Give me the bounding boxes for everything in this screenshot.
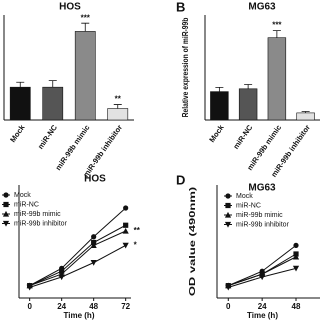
x-tick-label: 48 [292,302,301,311]
bar [296,112,315,121]
marker [292,253,300,260]
legend-label: miR-NC [14,201,39,208]
error-bar [81,22,90,32]
x-axis-label: Time (h) [247,311,278,320]
y-axis-label: Relative expression of miR-99b [181,18,190,118]
error-bar [16,81,25,88]
legend-marker [2,220,10,227]
legend-label: miR-NC [236,202,261,209]
panel-label: D [176,172,185,187]
marker [90,260,97,266]
series-line [29,230,126,287]
legend-label: Mock [14,192,31,199]
series-line [29,224,126,287]
x-tick-label: miR-99b mimic [54,123,92,172]
marker [90,242,97,248]
series-line [29,244,126,288]
significance: *** [81,13,91,22]
marker [225,284,232,291]
error-bar [272,30,281,38]
significance: * [134,240,138,249]
bar [42,86,64,121]
x-tick-label: miR-NC [36,123,59,151]
chart-title: MG63 [248,183,276,194]
chart-title: MG63 [248,2,276,13]
bar [107,108,129,121]
x-tick-label: 72 [121,302,130,311]
marker [26,284,33,291]
series-line [29,207,127,287]
marker [91,234,97,240]
error-bar [113,104,122,109]
x-tick-label: miR-NC [231,123,254,151]
x-tick-label: 48 [89,302,98,311]
bar [238,88,258,121]
legend-label: miR-99b mimic [14,211,61,218]
marker [259,274,266,281]
legend-label: miR-99b mimic [236,212,283,219]
significance: ** [115,95,122,104]
legend-marker [2,210,10,217]
legend-marker [3,201,9,208]
x-tick-label: Mock [8,122,27,144]
legend-marker [225,202,231,209]
legend-label: miR-99b inhibitor [14,220,68,227]
chart-title: HOS [59,2,81,13]
legend-marker [225,193,231,199]
marker [293,242,299,248]
x-tick-label: Mock [207,122,226,144]
error-bar [215,86,224,92]
x-tick-label: 0 [226,302,231,311]
legend-label: miR-99b inhibitor [236,221,290,228]
error-bar [301,111,310,113]
y-axis-label: OD value (490nm) [188,186,197,296]
x-tick-label: 0 [27,302,32,311]
legend-marker [3,192,9,198]
bar [74,31,96,121]
marker [123,222,129,228]
legend-marker [224,211,232,218]
bar [267,37,287,121]
x-tick-label: 24 [57,302,66,311]
bar [9,86,31,121]
significance: *** [272,21,282,30]
marker [123,205,129,211]
error-bar [244,84,253,89]
x-tick-label: 24 [258,302,267,311]
marker [122,227,129,234]
error-bar [48,80,57,88]
legend-label: Mock [236,193,253,200]
significance: ** [134,226,141,235]
chart-title: HOS [84,174,106,185]
panel-label: B [176,0,185,14]
marker [58,274,65,281]
marker [292,265,300,272]
legend-marker [224,221,232,228]
marker [122,242,129,249]
bar [210,91,229,121]
x-axis-label: Time (h) [64,311,95,320]
